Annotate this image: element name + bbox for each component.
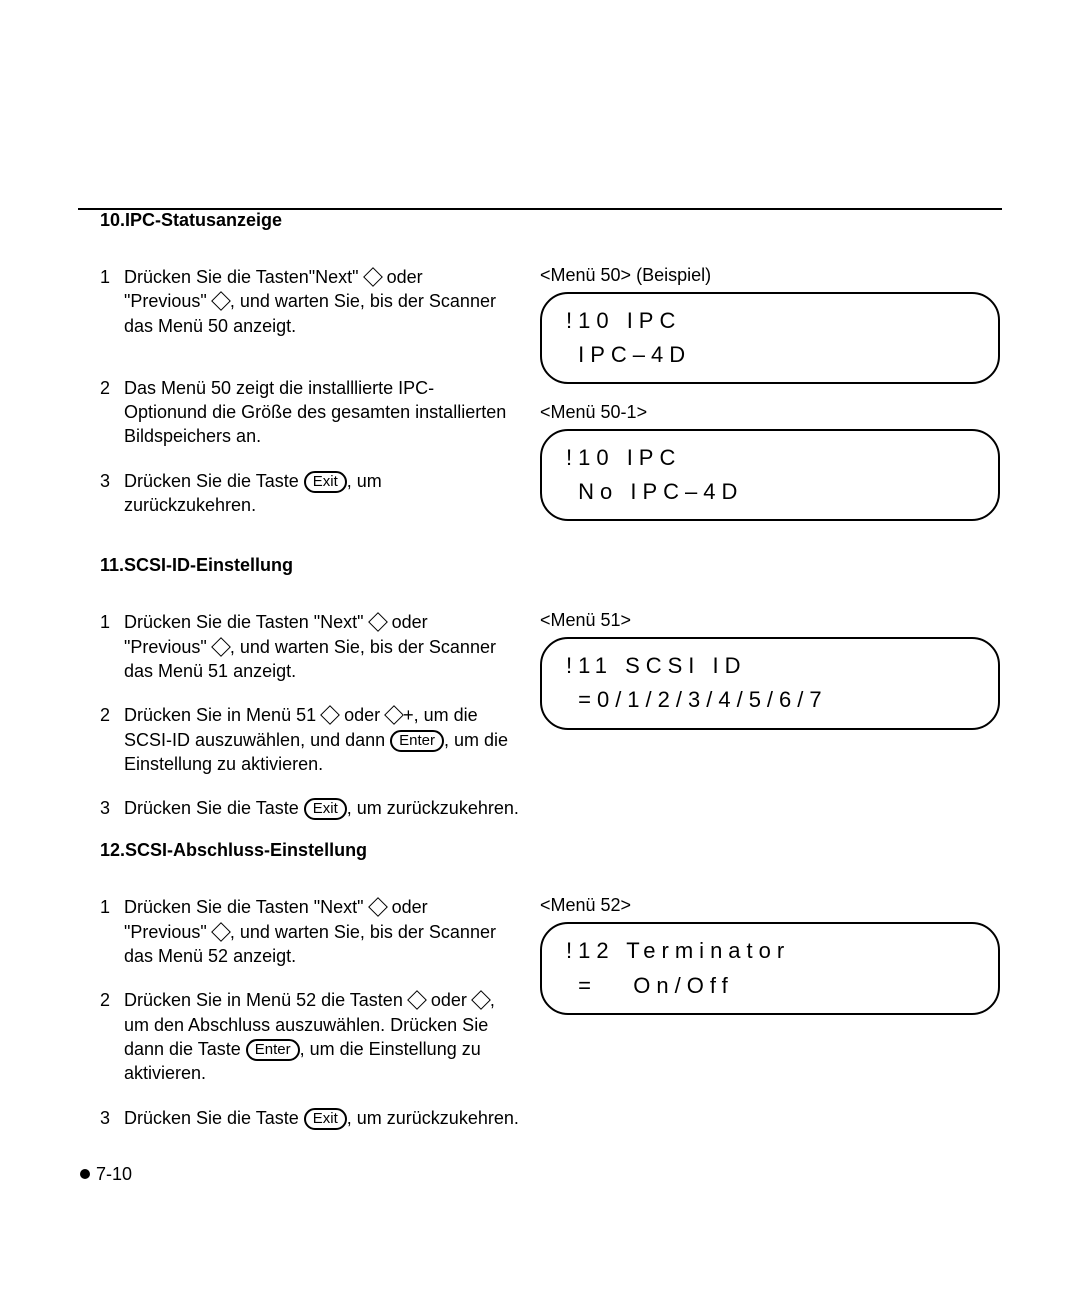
step-11-1: 1 Drücken Sie die Tasten "Next" oder "Pr… [100, 610, 510, 683]
section-10-left: 1 Drücken Sie die Tasten"Next" oder "Pre… [100, 265, 510, 539]
step-text: Drücken Sie die Tasten"Next" oder "Previ… [124, 265, 510, 338]
section-12-columns: 1 Drücken Sie die Tasten "Next" oder "Pr… [100, 895, 1002, 1105]
exit-key-icon: Exit [304, 471, 347, 493]
section-12-left: 1 Drücken Sie die Tasten "Next" oder "Pr… [100, 895, 510, 1105]
section-title-10: 10.IPC-Statusanzeige [100, 210, 1002, 231]
step-text: Drücken Sie die Tasten "Next" oder "Prev… [124, 610, 510, 683]
step-10-1: 1 Drücken Sie die Tasten"Next" oder "Pre… [100, 265, 510, 338]
step-10-2: 2 Das Menü 50 zeigt die installlierte IP… [100, 376, 510, 449]
step-12-3: 3 Drücken Sie die Taste Exit, um zurückz… [100, 1106, 1002, 1130]
exit-key-icon: Exit [304, 1108, 347, 1130]
step-text: Drücken Sie die Taste Exit, um zurückzuk… [124, 469, 510, 518]
section-title-12: 12.SCSI-Abschluss-Einstellung [100, 840, 1002, 861]
step-number: 3 [100, 1106, 124, 1130]
text: Drücken Sie die Taste [124, 1108, 304, 1128]
text: Drücken Sie die Tasten "Next" [124, 897, 369, 917]
display-line: =0/1/2/3/4/5/6/7 [566, 683, 974, 717]
step-text: Drücken Sie in Menü 51 oder +, um die SC… [124, 703, 510, 776]
display-menu-51: !11 SCSI ID =0/1/2/3/4/5/6/7 [540, 637, 1000, 729]
display-menu-52: !12 Terminator = On/Off [540, 922, 1000, 1014]
display-menu-50: !10 IPC IPC–4D [540, 292, 1000, 384]
step-text: Das Menü 50 zeigt die installlierte IPC-… [124, 376, 510, 449]
step-number: 3 [100, 469, 124, 518]
enter-key-icon: Enter [390, 730, 444, 752]
section-11-columns: 1 Drücken Sie die Tasten "Next" oder "Pr… [100, 610, 1002, 796]
page-bullet-icon [80, 1169, 90, 1179]
display-line: !12 Terminator [566, 934, 974, 968]
step-number: 1 [100, 895, 124, 968]
next-diamond-icon [368, 612, 388, 632]
display-line: No IPC–4D [566, 475, 974, 509]
enter-key-icon: Enter [246, 1039, 300, 1061]
step-text: Drücken Sie in Menü 52 die Tasten oder ,… [124, 988, 510, 1085]
section-title-11: 11.SCSI-ID-Einstellung [100, 555, 1002, 576]
previous-diamond-icon [211, 922, 231, 942]
exit-key-icon: Exit [304, 798, 347, 820]
text: Drücken Sie die Tasten"Next" [124, 267, 364, 287]
next-diamond-icon [368, 898, 388, 918]
display-line: !10 IPC [566, 441, 974, 475]
step-number: 3 [100, 796, 124, 820]
horizontal-rule [78, 208, 1002, 210]
page-content: 10.IPC-Statusanzeige 1 Drücken Sie die T… [0, 0, 1080, 1210]
text: Drücken Sie in Menü 51 [124, 705, 321, 725]
text: , um zurückzukehren. [347, 1108, 519, 1128]
display-line: = On/Off [566, 969, 974, 1003]
previous-diamond-icon [211, 291, 231, 311]
plus-diamond-icon [471, 990, 491, 1010]
step-number: 1 [100, 610, 124, 683]
display-menu-50-1: !10 IPC No IPC–4D [540, 429, 1000, 521]
menu-label-52: <Menü 52> [540, 895, 1002, 916]
text: oder [339, 705, 385, 725]
minus-diamond-icon [320, 705, 340, 725]
step-10-3: 3 Drücken Sie die Taste Exit, um zurückz… [100, 469, 510, 518]
step-text: Drücken Sie die Taste Exit, um zurückzuk… [124, 1106, 764, 1130]
display-line: !11 SCSI ID [566, 649, 974, 683]
previous-diamond-icon [211, 637, 231, 657]
step-12-2: 2 Drücken Sie in Menü 52 die Tasten oder… [100, 988, 510, 1085]
section-11-right: <Menü 51> !11 SCSI ID =0/1/2/3/4/5/6/7 [540, 610, 1002, 796]
text: , um zurückzukehren. [347, 798, 519, 818]
next-diamond-icon [363, 267, 383, 287]
minus-diamond-icon [407, 990, 427, 1010]
text: Drücken Sie in Menü 52 die Tasten [124, 990, 408, 1010]
step-number: 2 [100, 988, 124, 1085]
step-number: 2 [100, 703, 124, 776]
menu-label-51: <Menü 51> [540, 610, 1002, 631]
step-11-3: 3 Drücken Sie die Taste Exit, um zurückz… [100, 796, 1002, 820]
plus-diamond-icon [384, 705, 404, 725]
menu-label-50-1: <Menü 50-1> [540, 402, 1002, 423]
page-number: 7-10 [80, 1164, 132, 1185]
text: Drücken Sie die Taste [124, 798, 304, 818]
section-12-right: <Menü 52> !12 Terminator = On/Off [540, 895, 1002, 1105]
menu-label-50: <Menü 50> (Beispiel) [540, 265, 1002, 286]
step-text: Drücken Sie die Taste Exit, um zurückzuk… [124, 796, 764, 820]
step-number: 2 [100, 376, 124, 449]
section-10-columns: 1 Drücken Sie die Tasten"Next" oder "Pre… [100, 265, 1002, 539]
display-line: !10 IPC [566, 304, 974, 338]
page-number-text: 7-10 [96, 1164, 132, 1184]
step-11-2: 2 Drücken Sie in Menü 51 oder +, um die … [100, 703, 510, 776]
section-11-left: 1 Drücken Sie die Tasten "Next" oder "Pr… [100, 610, 510, 796]
step-text: Drücken Sie die Tasten "Next" oder "Prev… [124, 895, 510, 968]
text: oder [426, 990, 472, 1010]
step-12-1: 1 Drücken Sie die Tasten "Next" oder "Pr… [100, 895, 510, 968]
section-10-right: <Menü 50> (Beispiel) !10 IPC IPC–4D <Men… [540, 265, 1002, 539]
text: Drücken Sie die Taste [124, 471, 304, 491]
step-number: 1 [100, 265, 124, 338]
text: Drücken Sie die Tasten "Next" [124, 612, 369, 632]
display-line: IPC–4D [566, 338, 974, 372]
